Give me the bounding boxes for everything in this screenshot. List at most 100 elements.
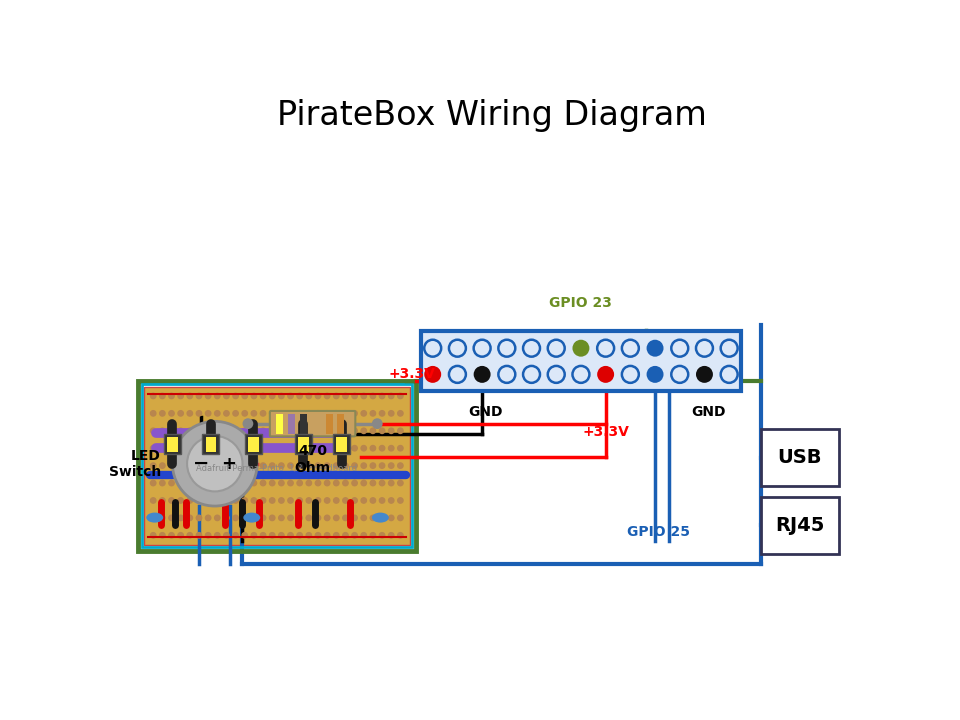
Circle shape [233, 533, 238, 538]
Circle shape [379, 533, 385, 538]
Circle shape [297, 533, 302, 538]
Circle shape [379, 428, 385, 433]
Circle shape [178, 516, 183, 521]
Text: −: − [193, 454, 209, 473]
Circle shape [379, 446, 385, 451]
Circle shape [361, 446, 367, 451]
Circle shape [270, 428, 275, 433]
Circle shape [252, 498, 256, 503]
Circle shape [178, 533, 183, 538]
FancyBboxPatch shape [298, 437, 309, 452]
Circle shape [196, 428, 202, 433]
Circle shape [333, 516, 339, 521]
Circle shape [169, 533, 174, 538]
Circle shape [151, 428, 156, 433]
Circle shape [379, 498, 385, 503]
Circle shape [260, 516, 266, 521]
Circle shape [159, 480, 165, 486]
Circle shape [242, 463, 248, 468]
Circle shape [169, 498, 174, 503]
Circle shape [647, 366, 663, 383]
Circle shape [270, 533, 275, 538]
Circle shape [224, 428, 229, 433]
Circle shape [278, 446, 284, 451]
Circle shape [260, 428, 266, 433]
FancyBboxPatch shape [333, 434, 350, 454]
FancyBboxPatch shape [288, 414, 295, 433]
Circle shape [187, 410, 193, 416]
Circle shape [196, 498, 202, 503]
Circle shape [242, 393, 248, 399]
Circle shape [187, 463, 193, 468]
Circle shape [159, 533, 165, 538]
Circle shape [352, 516, 357, 521]
Circle shape [324, 463, 330, 468]
Circle shape [424, 366, 442, 383]
Circle shape [297, 516, 302, 521]
Circle shape [270, 446, 275, 451]
Circle shape [371, 463, 375, 468]
Circle shape [178, 463, 183, 468]
Circle shape [379, 393, 385, 399]
Circle shape [278, 428, 284, 433]
Circle shape [379, 480, 385, 486]
Circle shape [288, 446, 293, 451]
Circle shape [242, 428, 248, 433]
Circle shape [270, 498, 275, 503]
FancyBboxPatch shape [337, 414, 344, 433]
Circle shape [372, 418, 383, 429]
Text: +3.3V: +3.3V [388, 367, 435, 382]
Circle shape [297, 428, 302, 433]
Circle shape [696, 366, 713, 383]
Circle shape [151, 480, 156, 486]
Circle shape [324, 533, 330, 538]
Circle shape [187, 480, 193, 486]
Circle shape [205, 446, 211, 451]
Circle shape [379, 516, 385, 521]
Circle shape [205, 428, 211, 433]
Circle shape [389, 393, 394, 399]
Circle shape [178, 428, 183, 433]
Circle shape [169, 428, 174, 433]
Circle shape [389, 480, 394, 486]
Circle shape [169, 480, 174, 486]
Circle shape [270, 410, 275, 416]
Text: +3.3V: +3.3V [582, 426, 629, 439]
Circle shape [233, 446, 238, 451]
Circle shape [224, 516, 229, 521]
Circle shape [224, 410, 229, 416]
Circle shape [205, 498, 211, 503]
Circle shape [224, 533, 229, 538]
Circle shape [315, 446, 321, 451]
Circle shape [306, 463, 312, 468]
Circle shape [196, 463, 202, 468]
Circle shape [361, 410, 367, 416]
Circle shape [333, 480, 339, 486]
FancyBboxPatch shape [245, 434, 262, 454]
Circle shape [233, 410, 238, 416]
Circle shape [315, 410, 321, 416]
Circle shape [159, 393, 165, 399]
Circle shape [371, 428, 375, 433]
Circle shape [379, 410, 385, 416]
Circle shape [397, 516, 403, 521]
Circle shape [260, 533, 266, 538]
Circle shape [159, 516, 165, 521]
Circle shape [324, 410, 330, 416]
Circle shape [233, 516, 238, 521]
Circle shape [306, 410, 312, 416]
Circle shape [159, 498, 165, 503]
Circle shape [315, 480, 321, 486]
Circle shape [473, 366, 491, 383]
Circle shape [178, 480, 183, 486]
Circle shape [224, 498, 229, 503]
Text: +: + [221, 455, 236, 473]
Circle shape [343, 428, 348, 433]
Circle shape [215, 498, 220, 503]
Circle shape [572, 340, 589, 356]
Circle shape [397, 393, 403, 399]
Circle shape [233, 498, 238, 503]
Circle shape [297, 480, 302, 486]
Circle shape [187, 446, 193, 451]
FancyBboxPatch shape [167, 437, 178, 452]
